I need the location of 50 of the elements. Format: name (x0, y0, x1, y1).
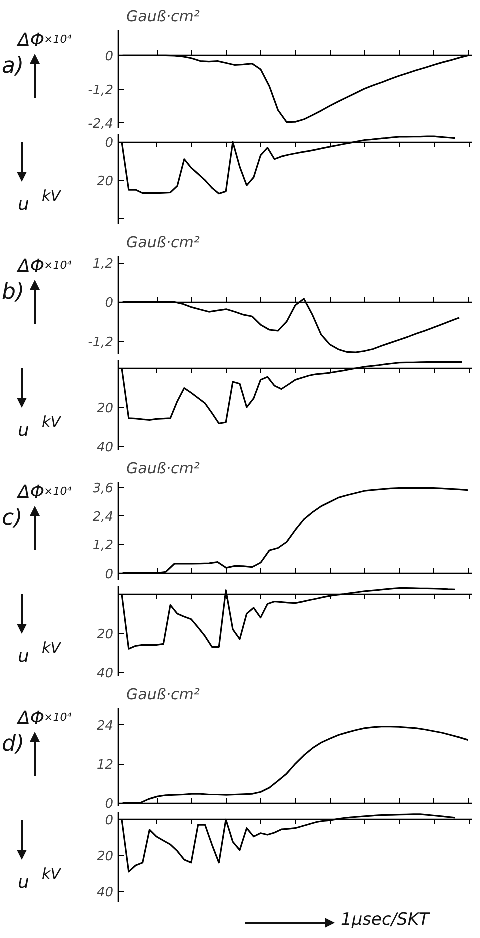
text: ×10⁴ (44, 484, 72, 500)
text: ×10⁴ (44, 710, 72, 726)
y-tick-label: 24 (96, 718, 114, 734)
text: 1µsec/SKT (341, 909, 430, 932)
y-tick-label: 2,4 (92, 510, 114, 525)
y-tick-label: 0 (105, 296, 114, 312)
y-tick-label: -1,2 (88, 335, 114, 350)
text: Gauß·cm² (126, 8, 200, 26)
y-axis-title: ΔΦ (18, 255, 44, 279)
y-axis-title: ΔΦ (18, 29, 44, 53)
y-axis-title: u (18, 871, 30, 895)
text: Gauß·cm² (126, 686, 200, 704)
text: d) (2, 731, 25, 759)
y-tick-label: 12 (96, 758, 114, 774)
y-tick-label: -1,2 (88, 83, 114, 98)
y-tick-label: 40 (96, 666, 114, 682)
y-tick-label: 20 (96, 627, 114, 642)
y-tick-label: 0 (105, 814, 114, 829)
y-tick-label: 3,6 (92, 481, 114, 496)
text: b) (2, 279, 25, 307)
y-axis-title: ΔΦ (18, 707, 44, 731)
text: kV (42, 186, 61, 207)
y-tick-label: 40 (96, 886, 114, 901)
text: kV (42, 412, 61, 433)
y-tick-label: 1,2 (92, 538, 114, 554)
line-series (122, 54, 469, 124)
line-series (122, 487, 469, 574)
y-tick-label: 40 (96, 440, 114, 456)
text: Gauß·cm² (126, 460, 200, 478)
y-tick-label: 0 (105, 567, 114, 582)
text: c) (2, 505, 23, 533)
y-tick-label: 0 (105, 136, 114, 152)
y-tick-label: 20 (96, 850, 114, 865)
text: ×10⁴ (44, 32, 72, 48)
y-axis-title: ΔΦ (18, 481, 44, 505)
y-tick-label: 1,2 (92, 257, 114, 272)
y-axis-title: u (18, 193, 30, 217)
text: kV (42, 638, 61, 659)
y-tick-label: 20 (96, 174, 114, 190)
y-tick-label: -2,4 (88, 116, 114, 132)
y-axis-title: u (18, 419, 30, 443)
text: ×10⁴ (44, 258, 72, 274)
text: a) (2, 53, 24, 81)
text: kV (42, 864, 61, 885)
y-axis-title: u (18, 645, 30, 669)
text: Gauß·cm² (126, 234, 200, 252)
y-tick-label: 0 (105, 50, 114, 65)
y-tick-label: 0 (105, 797, 114, 812)
line-series (122, 726, 469, 804)
y-tick-label: 20 (96, 401, 114, 416)
